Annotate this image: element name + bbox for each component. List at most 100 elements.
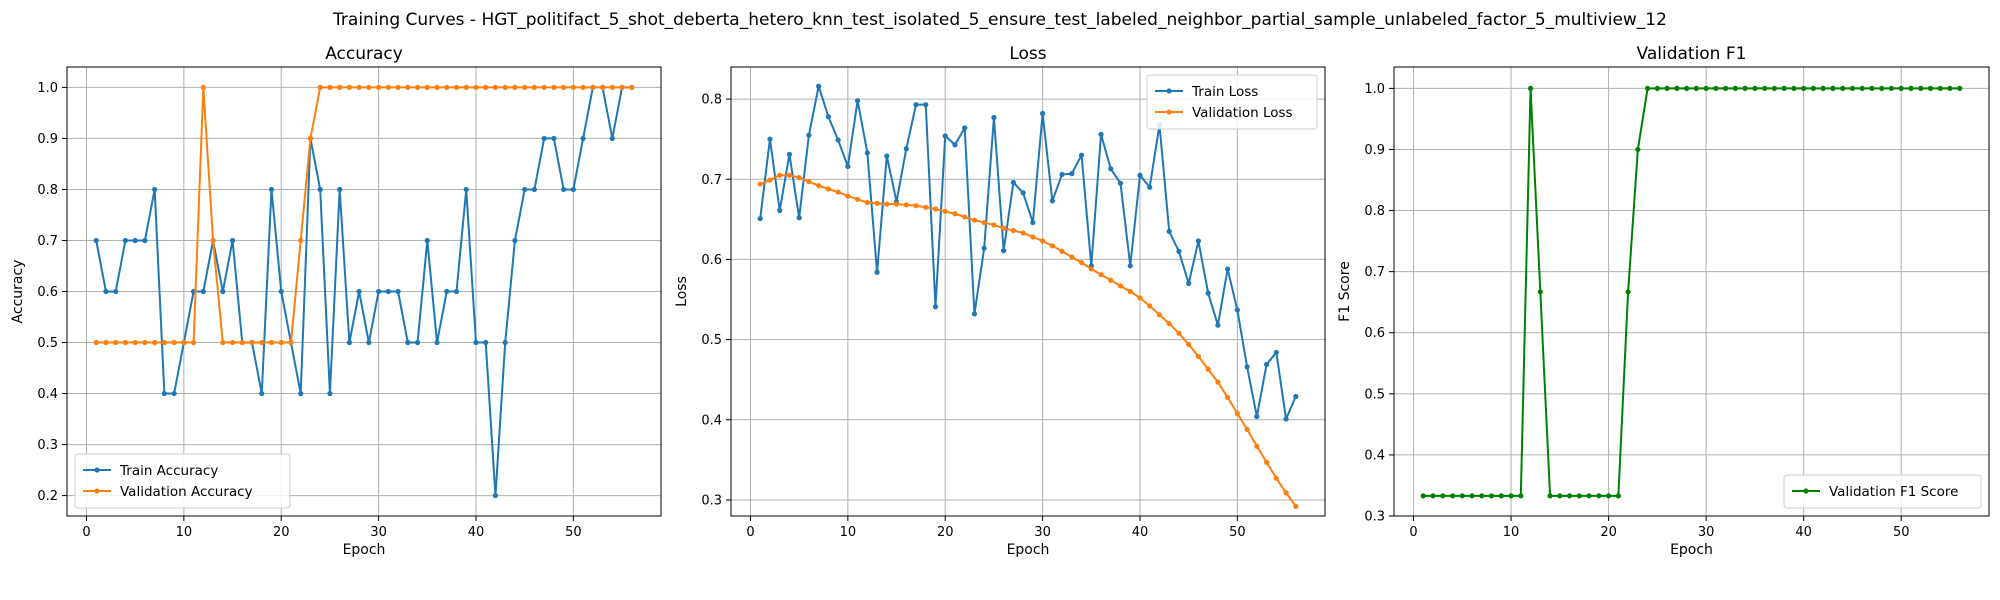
- data-point: [220, 339, 226, 346]
- series-line: [759, 85, 1297, 420]
- y-tick-label: 0.2: [37, 489, 58, 504]
- data-point: [903, 202, 909, 208]
- data-point: [1645, 85, 1651, 91]
- data-point: [152, 339, 158, 346]
- data-point: [1195, 353, 1202, 360]
- series-2: [757, 172, 1299, 509]
- data-point: [923, 204, 929, 210]
- data-point: [190, 339, 197, 346]
- data-point: [1069, 171, 1075, 177]
- data-point: [122, 237, 129, 244]
- legend-label: Train Loss: [1191, 84, 1258, 100]
- data-point: [1273, 349, 1279, 356]
- x-tick-label: 50: [1893, 525, 1910, 540]
- data-point: [1166, 320, 1172, 327]
- gridlines: [731, 67, 1325, 516]
- data-point: [385, 84, 391, 91]
- y-tick-label: 0.7: [1364, 265, 1385, 280]
- x-tick-label: 40: [468, 525, 485, 540]
- data-point: [327, 390, 333, 397]
- data-point: [200, 84, 206, 91]
- data-point: [1176, 330, 1182, 336]
- data-point: [1147, 184, 1153, 190]
- y-tick-label: 0.6: [701, 253, 722, 268]
- plot-frame: [1393, 66, 1990, 517]
- data-point: [1879, 85, 1885, 91]
- data-point: [346, 84, 352, 91]
- legend: Validation F1 Score: [1783, 474, 1982, 509]
- data-point: [317, 186, 323, 193]
- data-point: [1069, 254, 1075, 260]
- data-point: [453, 84, 460, 91]
- data-point: [884, 153, 890, 159]
- chart-panel-1: 0 10 20 30 40 50 0.2 0.3 0.4 0.5 0.6 0.7 0.8 0.9 1.0 Ac…: [10, 44, 662, 558]
- y-tick-label: 0.3: [701, 493, 722, 508]
- data-point: [991, 114, 997, 121]
- data-point: [1186, 341, 1192, 348]
- data-point: [278, 339, 284, 346]
- chart-title: Accuracy: [325, 44, 403, 64]
- data-point: [609, 84, 615, 91]
- data-point: [1459, 493, 1465, 499]
- data-point: [1001, 225, 1007, 231]
- y-tick-label: 0.8: [37, 183, 58, 198]
- data-point: [366, 84, 372, 91]
- data-point: [1888, 85, 1895, 91]
- data-point: [806, 132, 812, 138]
- data-point: [1117, 283, 1124, 289]
- data-point: [629, 84, 635, 91]
- legend-label: Validation F1 Score: [1829, 484, 1958, 500]
- data-point: [1166, 228, 1172, 234]
- data-point: [1078, 152, 1085, 158]
- data-point: [142, 339, 148, 346]
- data-point: [854, 196, 861, 202]
- data-point: [1635, 146, 1641, 153]
- data-point: [278, 288, 284, 295]
- legend-box: [1146, 74, 1318, 130]
- data-point: [113, 339, 119, 346]
- data-point: [971, 311, 978, 317]
- data-point: [1723, 85, 1729, 91]
- data-point: [884, 201, 890, 207]
- data-point: [1205, 290, 1211, 296]
- data-point: [551, 84, 557, 91]
- data-point: [395, 288, 401, 295]
- data-point: [1273, 475, 1279, 481]
- data-point: [893, 201, 900, 207]
- data-point: [327, 84, 333, 91]
- data-point: [1195, 238, 1202, 244]
- data-point: [981, 245, 987, 251]
- data-point: [952, 142, 958, 148]
- chart-title: Loss: [1009, 44, 1046, 64]
- data-point: [1918, 85, 1924, 91]
- data-point: [796, 215, 802, 221]
- data-point: [473, 339, 479, 346]
- y-tick-label: 0.5: [1364, 387, 1385, 402]
- data-point: [522, 84, 528, 91]
- legend-marker: [94, 488, 100, 494]
- data-point: [1040, 110, 1046, 117]
- data-point: [1488, 493, 1495, 499]
- data-point: [298, 390, 304, 397]
- data-point: [161, 339, 167, 346]
- legend-marker: [1166, 109, 1172, 115]
- data-point: [1156, 312, 1163, 318]
- data-point: [1049, 198, 1055, 204]
- y-tick-label: 0.7: [701, 173, 722, 188]
- data-point: [366, 339, 372, 346]
- data-point: [249, 339, 255, 346]
- data-point: [786, 172, 793, 178]
- data-point: [1098, 131, 1104, 137]
- data-point: [854, 98, 861, 104]
- data-point: [757, 181, 763, 187]
- data-point: [1449, 493, 1456, 499]
- data-point: [259, 390, 265, 397]
- data-point: [171, 390, 177, 397]
- y-tick-label: 0.4: [701, 413, 722, 428]
- data-point: [1225, 394, 1231, 400]
- series-2: [93, 84, 635, 346]
- data-point: [1234, 410, 1240, 416]
- data-point: [288, 339, 294, 346]
- data-point: [414, 84, 421, 91]
- data-point: [1762, 85, 1768, 91]
